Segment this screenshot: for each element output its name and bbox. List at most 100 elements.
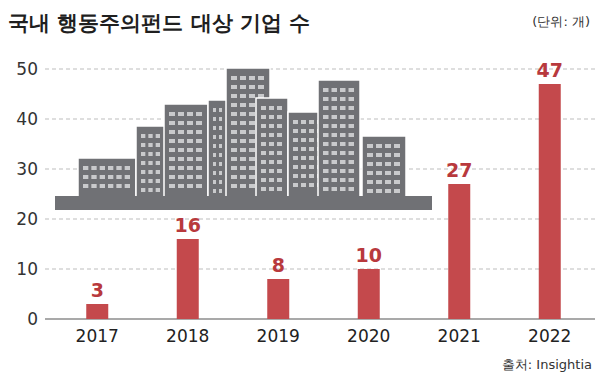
building [226,68,270,198]
window [125,166,130,170]
window [249,103,255,107]
window [309,138,314,142]
window [148,188,152,192]
window [349,142,355,146]
window [340,115,346,119]
window [349,115,355,119]
bar [448,184,470,319]
window [196,130,202,134]
window [261,115,266,119]
window [219,126,222,130]
window [231,103,237,107]
unit-label: (단위: 개) [532,14,590,29]
window [261,151,266,155]
window [269,133,274,137]
window [240,103,246,107]
bar [177,239,199,319]
window [213,189,216,193]
window [141,170,145,174]
window [269,124,274,128]
window [213,180,216,184]
building [164,104,208,198]
window [394,180,400,184]
window [169,148,175,152]
grid-line [45,69,595,70]
window [213,126,216,130]
window [340,178,346,182]
window [309,147,314,151]
window [231,157,237,161]
data-label: 10 [356,244,382,266]
y-tick-label: 50 [16,59,38,79]
window [340,142,346,146]
bar [358,269,380,319]
window [187,139,193,143]
window [196,112,202,116]
window [385,180,391,184]
window [258,76,264,80]
x-tick-label: 2018 [166,326,209,346]
illustration [55,68,432,210]
window [148,152,152,156]
window [277,106,282,110]
window [323,124,329,128]
grid [45,69,595,319]
window [332,160,338,164]
window [323,187,329,191]
window [219,144,222,148]
window [323,178,329,182]
window [394,162,400,166]
window [156,188,160,192]
window [240,85,246,89]
window [293,138,298,142]
window [340,97,346,101]
window [269,178,274,182]
window [394,171,400,175]
window [249,157,255,161]
window [148,134,152,138]
window [219,117,222,121]
window [367,180,373,184]
window [301,147,306,151]
window [169,175,175,179]
window [323,97,329,101]
chart: 국내 행동주의펀드 대상 기업 수(단위: 개)0102030405031681… [0,0,600,379]
window [178,148,184,152]
window [323,133,329,137]
window [83,175,88,179]
window [187,184,193,188]
window [376,180,382,184]
title: 국내 행동주의펀드 대상 기업 수 [8,11,310,35]
window [349,187,355,191]
building [78,158,136,198]
window [169,157,175,161]
window [269,187,274,191]
window [332,142,338,146]
window [240,112,246,116]
window [340,187,346,191]
window [367,144,373,148]
window [293,174,298,178]
window [169,139,175,143]
window [249,94,255,98]
window [261,133,266,137]
window [156,170,160,174]
window [116,184,121,188]
window [231,76,237,80]
window [178,184,184,188]
window [213,108,216,112]
building [256,98,288,198]
window [141,134,145,138]
building [136,126,166,198]
window [249,130,255,134]
window [261,160,266,164]
window [231,184,237,188]
window [367,162,373,166]
window [83,166,88,170]
window [323,88,329,92]
y-tick-label: 10 [16,259,38,279]
window [277,187,282,191]
bar [539,84,561,319]
window [91,184,96,188]
grid-line [45,269,595,270]
